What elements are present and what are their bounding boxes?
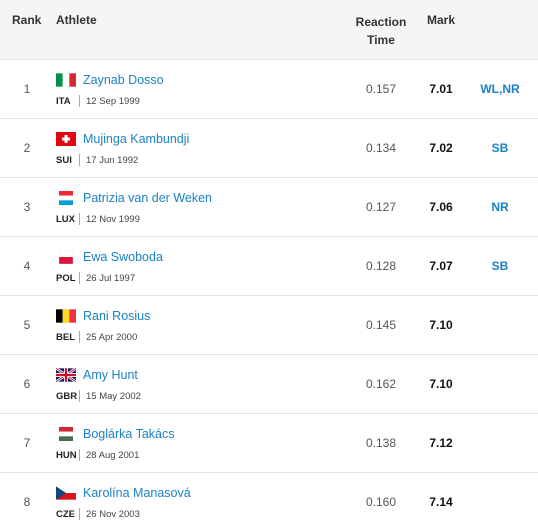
mark-value: 7.10: [429, 377, 453, 391]
mark-value: 7.02: [429, 141, 453, 155]
date-of-birth: 15 May 2002: [86, 391, 141, 402]
mark-value: 7.01: [429, 82, 453, 96]
date-of-birth: 28 Aug 2001: [86, 450, 140, 461]
reaction-header-line1: Reaction: [355, 15, 407, 29]
reaction-time-column-header[interactable]: Reaction Time: [348, 13, 414, 49]
athlete-name-link[interactable]: Ewa Swoboda: [83, 250, 163, 264]
record-badge: WL,NR: [480, 82, 520, 96]
divider: [79, 331, 80, 343]
divider: [79, 449, 80, 461]
rank-value: 2: [23, 141, 31, 155]
uk-flag-icon: [56, 368, 76, 382]
divider: [79, 508, 80, 520]
record-badge: NR: [491, 200, 509, 214]
divider: [79, 154, 80, 166]
mark-value: 7.12: [429, 436, 453, 450]
mark-value: 7.06: [429, 200, 453, 214]
date-of-birth: 26 Nov 2003: [86, 509, 140, 520]
divider: [79, 95, 80, 107]
athlete-name-link[interactable]: Amy Hunt: [83, 368, 138, 382]
mark-value: 7.07: [429, 259, 453, 273]
athlete-name-link[interactable]: Boglárka Takács: [83, 427, 175, 441]
record-badge: SB: [491, 259, 509, 273]
country-code: GBR: [56, 391, 78, 402]
table-header: Rank Athlete Reaction Time Mark: [0, 0, 538, 60]
mark-column-header[interactable]: Mark: [426, 13, 455, 27]
reaction-time-value: 0.157: [365, 82, 397, 96]
reaction-time-value: 0.162: [365, 377, 397, 391]
table-row[interactable]: 1 Zaynab Dosso ITA 12 Sep 1999 0.157 7.0…: [0, 60, 538, 119]
reaction-time-value: 0.138: [365, 436, 397, 450]
country-code: ITA: [56, 96, 71, 107]
date-of-birth: 12 Sep 1999: [86, 96, 140, 107]
country-code: SUI: [56, 155, 72, 166]
divider: [79, 390, 80, 402]
date-of-birth: 25 Apr 2000: [86, 332, 138, 343]
rank-value: 6: [23, 377, 31, 391]
table-row[interactable]: 5 Rani Rosius BEL 25 Apr 2000 0.145 7.10: [0, 296, 538, 355]
reaction-time-value: 0.127: [365, 200, 397, 214]
rank-value: 3: [23, 200, 31, 214]
country-code: HUN: [56, 450, 77, 461]
date-of-birth: 12 Nov 1999: [86, 214, 140, 225]
reaction-header-line2: Time: [367, 33, 395, 47]
poland-flag-icon: [56, 250, 76, 264]
reaction-time-value: 0.128: [365, 259, 397, 273]
table-row[interactable]: 3 Patrizia van der Weken LUX 12 Nov 1999…: [0, 178, 538, 237]
country-code: POL: [56, 273, 76, 284]
mark-value: 7.10: [429, 318, 453, 332]
date-of-birth: 17 Jun 1992: [86, 155, 139, 166]
athlete-name-link[interactable]: Mujinga Kambundji: [83, 132, 190, 146]
table-row[interactable]: 4 Ewa Swoboda POL 26 Jul 1997 0.128 7.07…: [0, 237, 538, 296]
divider: [79, 272, 80, 284]
rank-value: 8: [23, 495, 31, 509]
athlete-name-link[interactable]: Patrizia van der Weken: [83, 191, 212, 205]
athlete-column-header[interactable]: Athlete: [56, 13, 97, 27]
country-code: LUX: [56, 214, 75, 225]
country-code: CZE: [56, 509, 75, 520]
table-row[interactable]: 2 Mujinga Kambundji SUI 17 Jun 1992 0.13…: [0, 119, 538, 178]
czechia-flag-icon: [56, 486, 76, 500]
country-code: BEL: [56, 332, 75, 343]
reaction-time-value: 0.145: [365, 318, 397, 332]
reaction-time-value: 0.160: [365, 495, 397, 509]
rank-value: 7: [23, 436, 31, 450]
luxembourg-flag-icon: [56, 191, 76, 205]
table-row[interactable]: 8 Karolína Manasová CZE 26 Nov 2003 0.16…: [0, 473, 538, 531]
rank-value: 4: [23, 259, 31, 273]
mark-value: 7.14: [429, 495, 453, 509]
rank-column-header[interactable]: Rank: [12, 13, 42, 27]
record-badge: SB: [491, 141, 509, 155]
table-row[interactable]: 6 Amy Hunt GBR 15 May 2002 0.162 7.10: [0, 355, 538, 414]
athlete-name-link[interactable]: Rani Rosius: [83, 309, 151, 323]
athlete-name-link[interactable]: Karolína Manasová: [83, 486, 191, 500]
reaction-time-value: 0.134: [365, 141, 397, 155]
divider: [79, 213, 80, 225]
hungary-flag-icon: [56, 427, 76, 441]
athlete-name-link[interactable]: Zaynab Dosso: [83, 73, 164, 87]
date-of-birth: 26 Jul 1997: [86, 273, 136, 284]
belgium-flag-icon: [56, 309, 76, 323]
rank-value: 1: [23, 82, 31, 96]
rank-value: 5: [23, 318, 31, 332]
switzerland-flag-icon: [56, 132, 76, 146]
italy-flag-icon: [56, 73, 76, 87]
table-row[interactable]: 7 Boglárka Takács HUN 28 Aug 2001 0.138 …: [0, 414, 538, 473]
